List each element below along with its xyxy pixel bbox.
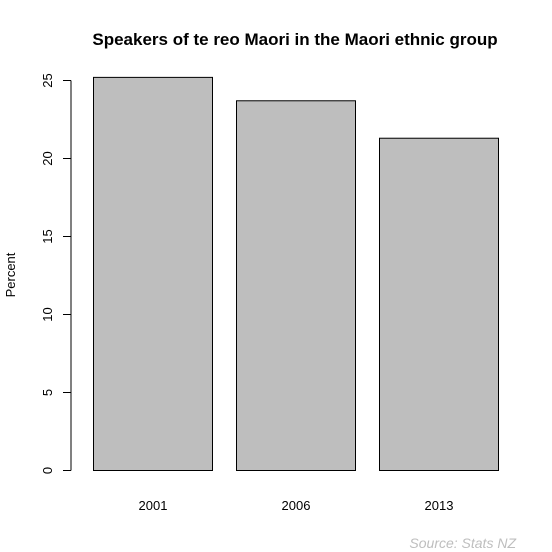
y-tick-label-25: 25 xyxy=(40,73,55,87)
source-note: Source: Stats NZ xyxy=(409,535,516,551)
y-axis-ticks: 0 5 10 15 20 25 xyxy=(40,73,71,474)
bars-group xyxy=(93,76,499,471)
x-tick-label-2001: 2001 xyxy=(139,498,168,513)
x-tick-label-2006: 2006 xyxy=(282,498,311,513)
y-axis-label: Percent xyxy=(3,252,18,297)
y-tick-label-15: 15 xyxy=(40,229,55,243)
bar-2006 xyxy=(236,100,356,471)
bar-2013 xyxy=(379,137,499,471)
x-axis-labels: 2001 2006 2013 xyxy=(139,498,454,513)
chart-title: Speakers of te reo Maori in the Maori et… xyxy=(92,30,497,49)
y-tick-label-20: 20 xyxy=(40,151,55,165)
y-tick-label-5: 5 xyxy=(40,389,55,396)
x-tick-label-2013: 2013 xyxy=(425,498,454,513)
y-tick-label-10: 10 xyxy=(40,307,55,321)
y-tick-label-0: 0 xyxy=(40,467,55,474)
bar-2001 xyxy=(93,76,213,471)
